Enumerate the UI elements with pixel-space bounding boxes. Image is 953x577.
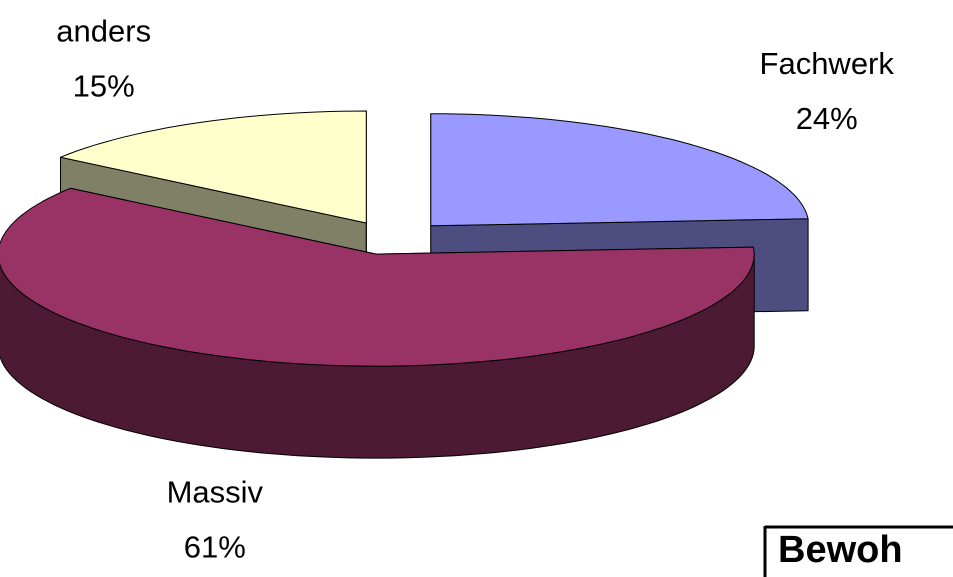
slice-top bbox=[0, 187, 755, 367]
annotation: Bewoh bbox=[778, 529, 903, 571]
pie bbox=[0, 110, 809, 459]
slice-top bbox=[430, 113, 809, 227]
slice-top bbox=[60, 110, 367, 224]
slice bbox=[0, 187, 755, 459]
slice-value-label: 15% bbox=[73, 69, 135, 104]
slice-label: Massiv bbox=[167, 475, 264, 510]
slice-label: Fachwerk bbox=[760, 46, 895, 81]
slice-label: anders bbox=[56, 14, 151, 49]
slice-value-label: 61% bbox=[184, 530, 246, 565]
slice-value-label: 24% bbox=[796, 101, 858, 136]
